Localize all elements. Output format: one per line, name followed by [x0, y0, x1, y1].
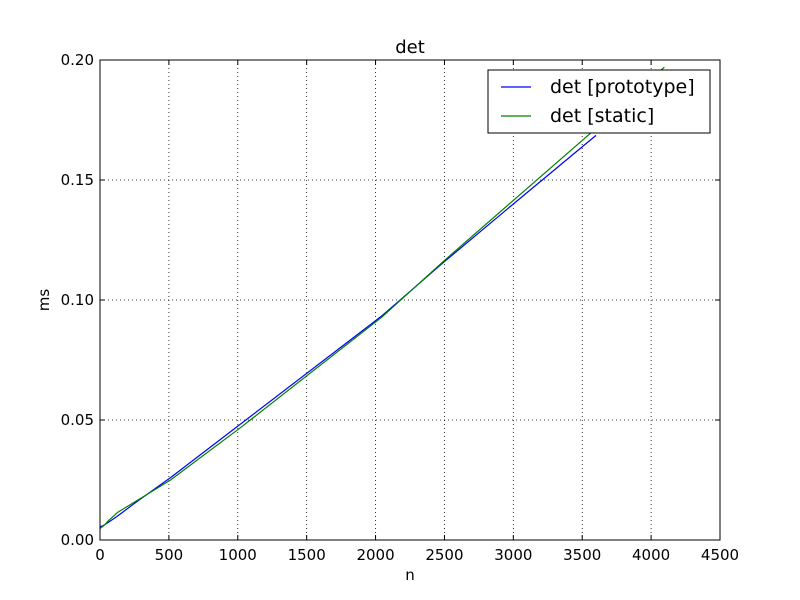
x-tick-label: 4500 [701, 546, 739, 564]
y-tick-label: 0.00 [61, 531, 94, 549]
chart-title: det [395, 37, 425, 58]
x-tick-label: 1000 [219, 546, 257, 564]
x-tick-label: 3000 [494, 546, 532, 564]
x-tick-label: 4000 [632, 546, 670, 564]
series-layer [100, 66, 665, 529]
grid-lines [100, 60, 720, 540]
x-tick-label: 0 [95, 546, 105, 564]
y-axis-label: ms [35, 289, 53, 312]
legend-label: det [static] [550, 105, 654, 127]
x-tick-label: 1500 [288, 546, 326, 564]
axis-ticks [99, 59, 721, 541]
plot-frame [99, 59, 721, 541]
x-axis-label: n [405, 566, 415, 584]
x-tick-label: 2500 [425, 546, 463, 564]
x-tick-label: 3500 [563, 546, 601, 564]
x-tick-label: 500 [155, 546, 184, 564]
tick-labels: 0 500 1000 1500 2000 2500 3000 3500 4000 4500 0.00… [61, 51, 740, 564]
y-tick-label: 0.15 [61, 171, 94, 189]
series-line-static [100, 66, 665, 529]
y-tick-label: 0.10 [61, 291, 94, 309]
legend-box [487, 69, 711, 134]
legend: det [prototype] det [static] [487, 69, 711, 134]
legend-label: det [prototype] [550, 76, 695, 98]
y-tick-label: 0.05 [61, 411, 94, 429]
x-tick-label: 2000 [356, 546, 394, 564]
y-tick-label: 0.20 [61, 51, 94, 69]
